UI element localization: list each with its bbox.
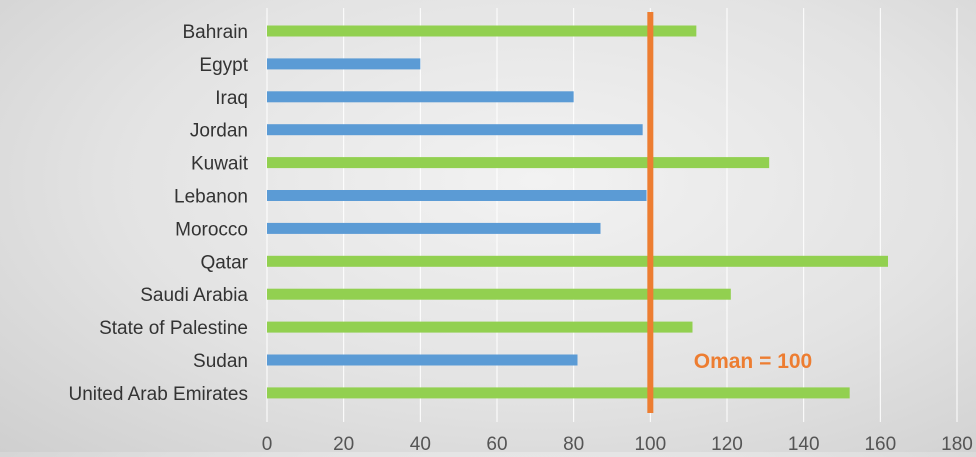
x-tick-label-180: 180: [941, 434, 973, 452]
bar-bahrain: [267, 25, 697, 37]
bar-kuwait: [267, 157, 770, 169]
bar-sudan: [267, 354, 578, 366]
x-tick-label-40: 40: [410, 434, 431, 452]
x-tick-label-140: 140: [788, 434, 820, 452]
x-tick-label-100: 100: [634, 434, 666, 452]
bar-united-arab-emirates: [267, 387, 850, 399]
bar-state-of-palestine: [267, 321, 693, 333]
category-label-lebanon: Lebanon: [174, 187, 248, 208]
x-tick-label-0: 0: [262, 434, 273, 452]
bar-saudi-arabia: [267, 288, 731, 300]
category-label-sudan: Sudan: [193, 351, 248, 372]
category-label-saudi-arabia: Saudi Arabia: [140, 285, 248, 306]
x-tick-label-80: 80: [563, 434, 584, 452]
bar-layer: [267, 25, 888, 399]
reference-layer: Oman = 100: [647, 12, 812, 413]
category-label-kuwait: Kuwait: [191, 154, 249, 175]
category-label-egypt: Egypt: [199, 55, 248, 76]
x-tick-label-20: 20: [333, 434, 354, 452]
reference-line-label: Oman = 100: [694, 350, 812, 373]
category-label-bahrain: Bahrain: [183, 22, 249, 43]
category-label-morocco: Morocco: [175, 219, 248, 240]
bar-morocco: [267, 222, 601, 234]
category-label-iraq: Iraq: [215, 88, 248, 109]
bar-iraq: [267, 91, 574, 103]
category-label-state-of-palestine: State of Palestine: [99, 318, 248, 339]
bar-egypt: [267, 58, 421, 70]
bar-qatar: [267, 255, 888, 267]
category-label-qatar: Qatar: [200, 252, 248, 273]
x-tick-label-120: 120: [711, 434, 743, 452]
category-labels: Bahrain Egypt Iraq Jordan Kuwait Lebanon Moroc…: [68, 22, 248, 405]
bar-jordan: [267, 124, 643, 136]
bar-lebanon: [267, 190, 647, 201]
category-label-jordan: Jordan: [190, 121, 248, 142]
x-tick-label-160: 160: [864, 434, 896, 452]
category-label-united-arab-emirates: United Arab Emirates: [68, 384, 248, 405]
x-tick-label-60: 60: [486, 434, 507, 452]
x-axis-tick-labels: 0 20 40 60 80 100 120 140 160 180: [262, 434, 973, 455]
